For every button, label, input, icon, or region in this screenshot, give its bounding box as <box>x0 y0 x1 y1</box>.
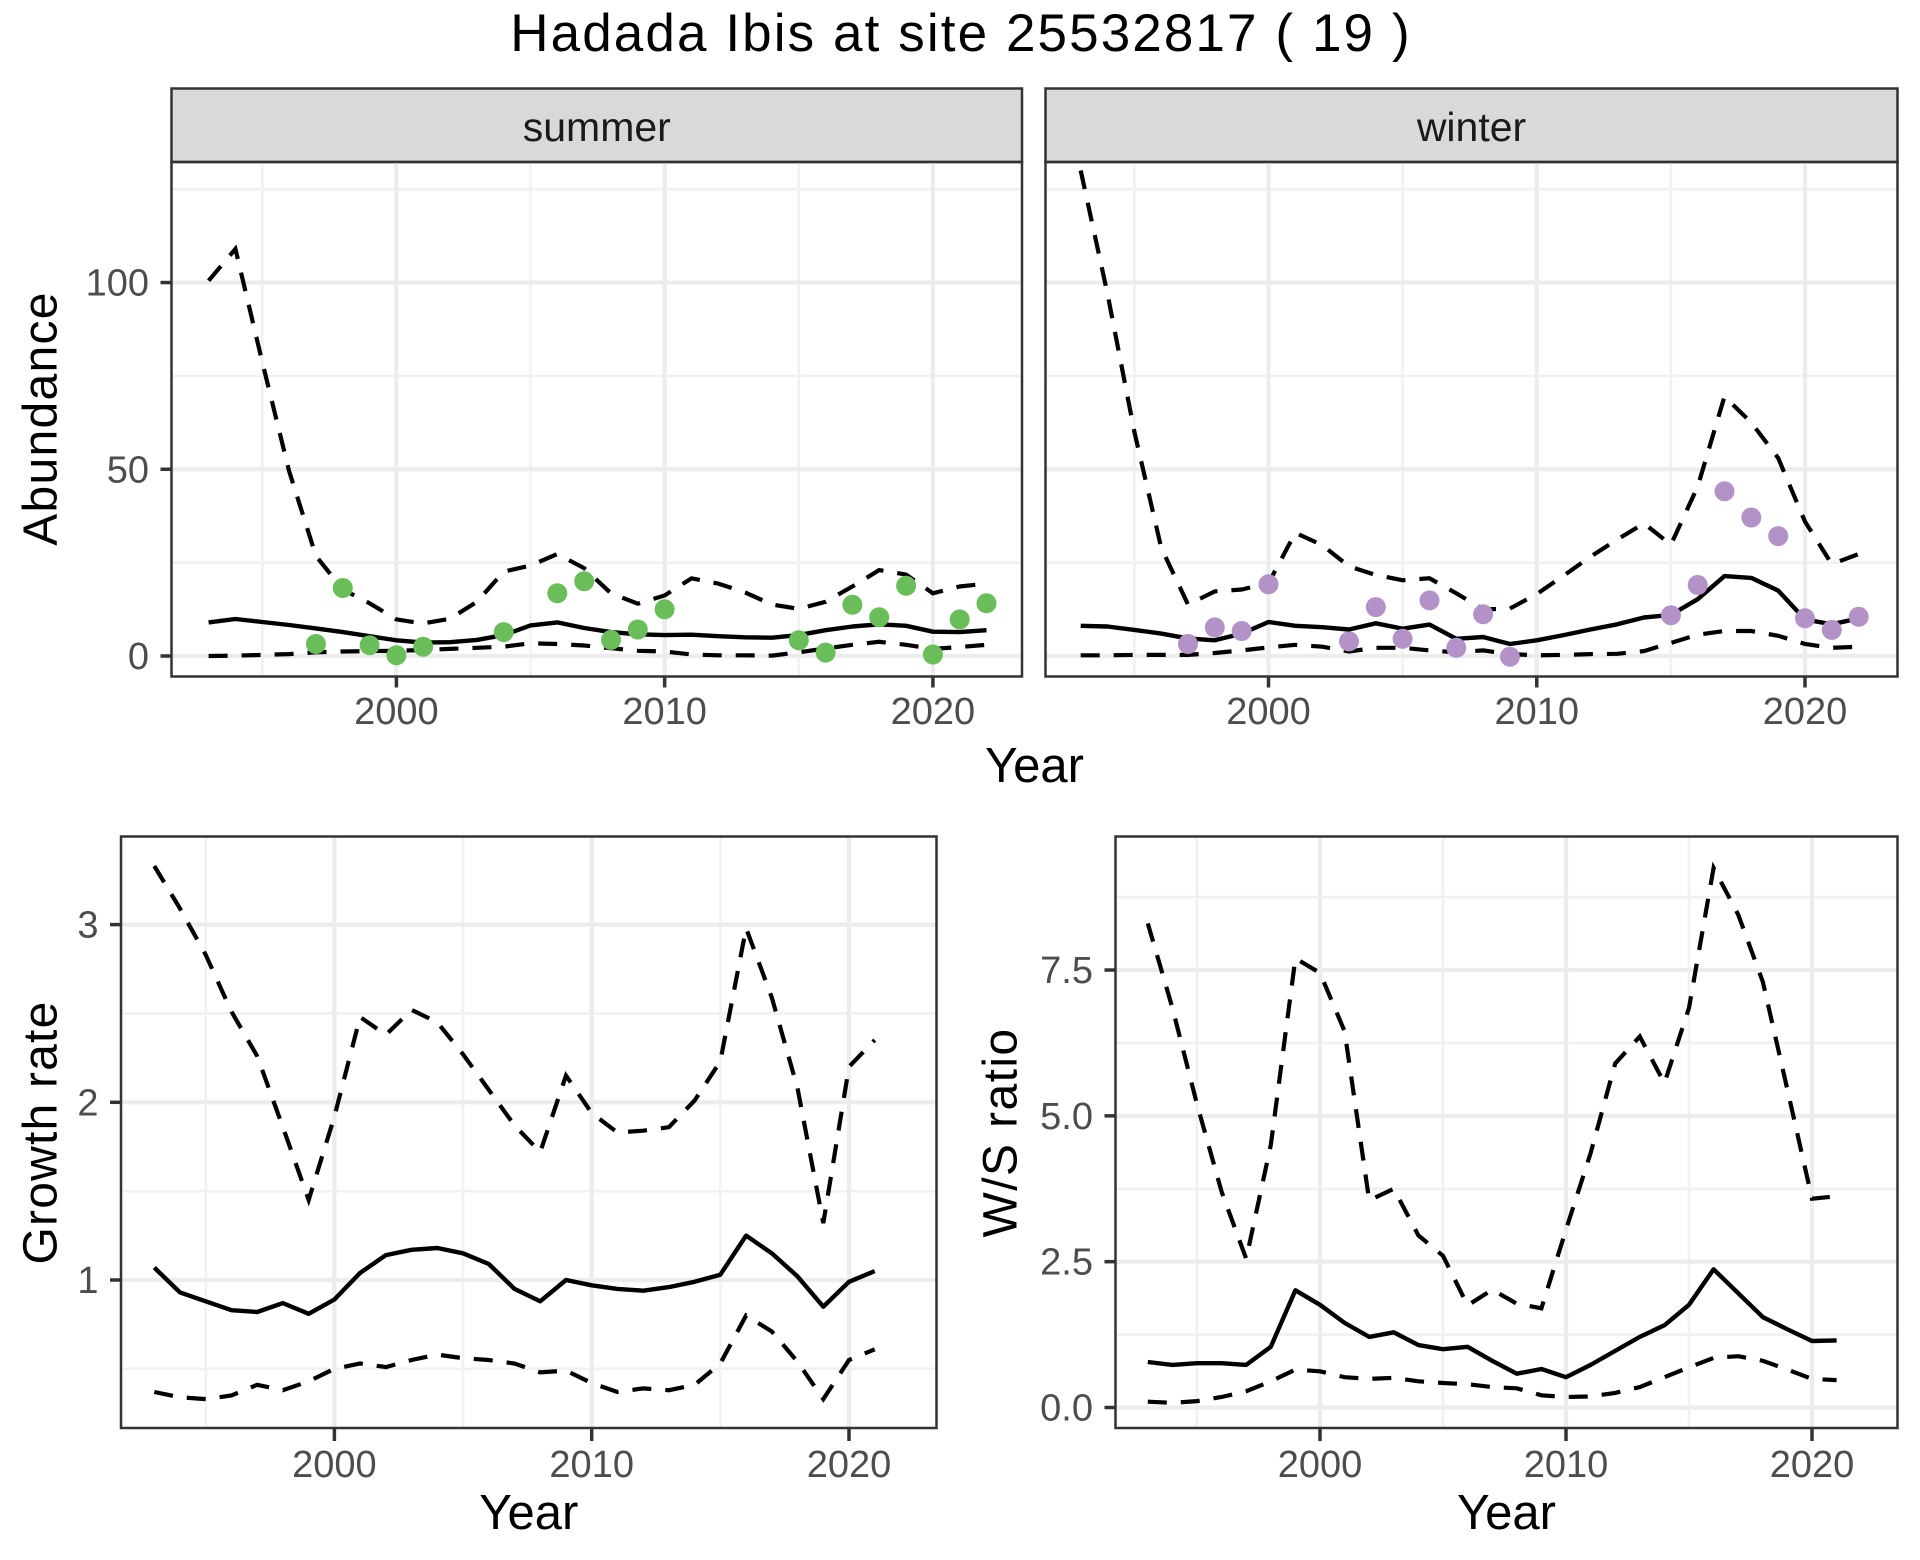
svg-text:2020: 2020 <box>1763 691 1848 733</box>
svg-text:2000: 2000 <box>354 691 439 733</box>
svg-text:2000: 2000 <box>1226 691 1311 733</box>
svg-text:2010: 2010 <box>622 691 707 733</box>
svg-text:2020: 2020 <box>1770 1444 1855 1486</box>
svg-text:50: 50 <box>107 449 149 491</box>
svg-text:Growth rate: Growth rate <box>15 1001 68 1265</box>
svg-text:Year: Year <box>1457 1486 1556 1540</box>
svg-text:2.5: 2.5 <box>1040 1242 1093 1284</box>
svg-text:0: 0 <box>128 636 149 678</box>
svg-text:2010: 2010 <box>549 1444 634 1486</box>
svg-text:2010: 2010 <box>1524 1444 1609 1486</box>
svg-text:7.5: 7.5 <box>1040 950 1093 992</box>
svg-text:Hadada Ibis at site 25532817 (: Hadada Ibis at site 25532817 ( 19 ) <box>510 4 1411 63</box>
svg-text:Year: Year <box>479 1486 578 1540</box>
svg-text:W/S ratio: W/S ratio <box>975 1028 1028 1238</box>
svg-text:5.0: 5.0 <box>1040 1096 1093 1138</box>
svg-text:Year: Year <box>985 739 1084 793</box>
svg-text:2020: 2020 <box>891 691 976 733</box>
svg-text:2000: 2000 <box>1278 1444 1363 1486</box>
svg-text:Abundance: Abundance <box>15 291 68 546</box>
svg-text:0.0: 0.0 <box>1040 1388 1093 1430</box>
svg-text:2000: 2000 <box>292 1444 377 1486</box>
svg-text:2010: 2010 <box>1494 691 1579 733</box>
svg-text:summer: summer <box>523 104 671 150</box>
svg-text:100: 100 <box>86 263 149 305</box>
svg-text:1: 1 <box>77 1260 98 1302</box>
svg-text:winter: winter <box>1416 104 1526 150</box>
svg-text:3: 3 <box>77 905 98 947</box>
svg-text:2: 2 <box>77 1082 98 1124</box>
svg-text:2020: 2020 <box>807 1444 892 1486</box>
